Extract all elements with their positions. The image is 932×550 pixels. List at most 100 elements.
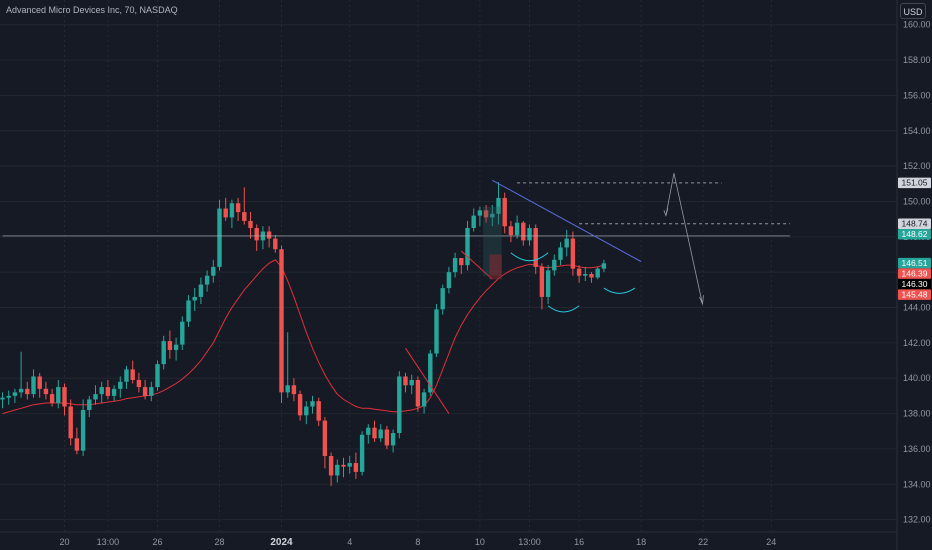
candle: [576, 265, 582, 283]
candle-body: [297, 394, 303, 416]
candle-body: [552, 259, 557, 271]
candle: [297, 390, 303, 421]
candle-body: [80, 410, 86, 451]
price-label-bg: [898, 289, 931, 300]
x-tick-label: 16: [574, 537, 584, 547]
currency-button[interactable]: USD: [900, 3, 926, 19]
candle: [421, 388, 427, 414]
time-axis[interactable]: 20 13:00 26 28 2024 4 8 10 13:00 16 18 22 24: [59, 537, 776, 548]
candle-body: [12, 392, 18, 396]
y-tick-label: 136.00: [903, 444, 931, 454]
candle: [459, 258, 464, 274]
candle-body: [471, 215, 476, 228]
x-tick-label: 18: [636, 537, 646, 547]
candle: [266, 226, 272, 248]
candle-body: [465, 228, 470, 266]
candle: [198, 277, 204, 304]
y-tick-label: 132.00: [903, 515, 931, 525]
candle-body: [56, 387, 61, 403]
candle-body: [266, 231, 272, 239]
candle: [25, 381, 30, 400]
candle: [508, 220, 514, 243]
price-label: 145.48: [898, 289, 931, 300]
candle-body: [124, 369, 129, 382]
projection-path: [665, 173, 703, 305]
candle: [452, 252, 458, 278]
candle: [446, 266, 452, 294]
candle: [545, 265, 551, 304]
candle: [322, 417, 328, 469]
candle: [105, 380, 111, 400]
candle-body: [378, 429, 383, 439]
price-label-bg: [898, 278, 931, 290]
candle-body: [105, 387, 111, 396]
candle-body: [0, 397, 5, 400]
candle-body: [521, 222, 526, 241]
price-label-text: 151.05: [902, 178, 928, 188]
trendline-breakout: [405, 347, 450, 414]
candle: [291, 378, 297, 402]
price-label-text: 148.74: [902, 219, 928, 229]
y-tick-label: 154.00: [903, 126, 931, 136]
price-label-bg: [898, 218, 931, 230]
candle: [223, 197, 228, 221]
candle: [558, 242, 563, 266]
candle-body: [304, 406, 309, 416]
candle: [229, 199, 235, 228]
candle: [37, 372, 42, 398]
candle: [99, 381, 104, 403]
candle: [366, 424, 371, 444]
candle: [118, 376, 123, 398]
candle-body: [502, 197, 507, 227]
candle: [335, 459, 340, 483]
trendline-descending: [492, 179, 642, 263]
y-tick-label: 160.00: [903, 20, 931, 30]
pattern-arc-left-shoulder: [510, 252, 549, 262]
candle: [124, 365, 129, 389]
candle-body: [291, 385, 297, 395]
candle: [136, 372, 142, 393]
candle: [56, 380, 61, 409]
candle-body: [118, 381, 123, 389]
candle-body: [322, 420, 328, 456]
candle: [521, 220, 526, 246]
candle: [217, 199, 222, 271]
candle: [173, 337, 179, 361]
trendline-drawings: [2, 173, 790, 414]
candle: [347, 456, 352, 474]
candle-body: [198, 284, 204, 297]
candle: [62, 383, 67, 416]
y-tick-label: 142.00: [903, 338, 931, 348]
price-label: 148.62: [898, 229, 931, 240]
pattern-arc-right-shoulder: [603, 287, 636, 294]
candle: [440, 284, 445, 315]
candle-body: [359, 434, 365, 472]
highlight-zone-red: [489, 254, 502, 280]
candle: [80, 399, 86, 456]
candle-body: [87, 399, 92, 411]
candle: [552, 254, 557, 276]
price-label-bg: [898, 257, 931, 269]
ma-line: [2, 259, 605, 415]
candle: [409, 374, 414, 395]
candle: [428, 349, 433, 396]
moving-average: [2, 259, 605, 415]
x-tick-label: 22: [698, 537, 708, 547]
candle-body: [180, 321, 185, 345]
candle: [211, 259, 216, 283]
candle-body: [248, 220, 253, 228]
candle-body: [111, 388, 117, 396]
projection-arrowhead: [699, 295, 704, 306]
candle-body: [428, 353, 433, 393]
candle-body: [18, 388, 24, 393]
candle: [483, 205, 489, 223]
candle: [180, 316, 185, 350]
candle-body: [601, 263, 607, 269]
y-tick-label: 138.00: [903, 409, 931, 419]
candle-body: [130, 369, 135, 380]
candle-body: [483, 210, 489, 218]
candle: [583, 266, 588, 282]
